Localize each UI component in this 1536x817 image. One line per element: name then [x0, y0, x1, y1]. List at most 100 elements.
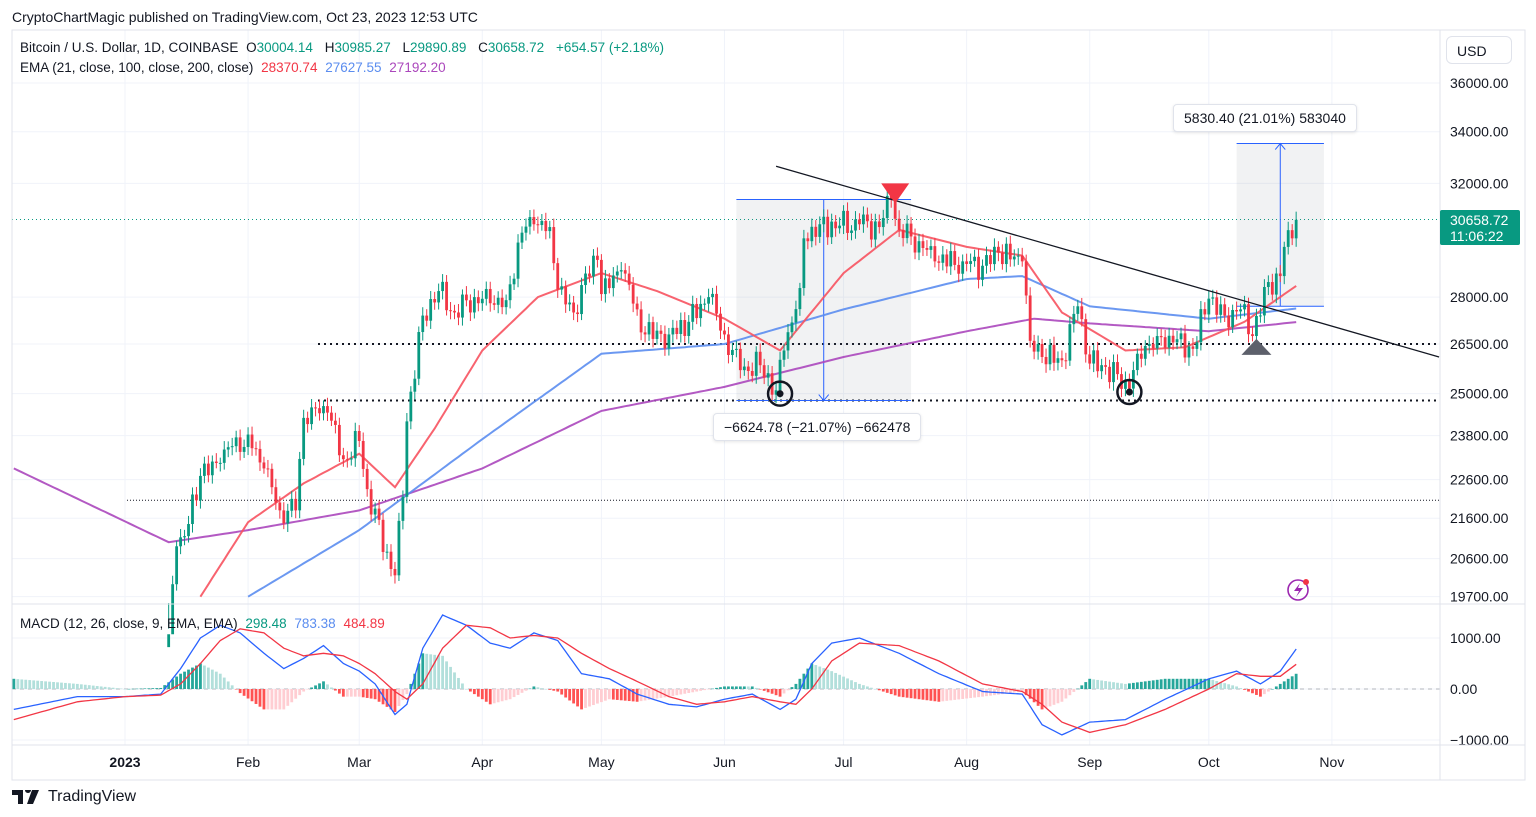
- ohlc-low: L29890.89: [403, 40, 471, 55]
- macd-histogram-bar: [266, 689, 270, 710]
- macd-histogram-bar: [945, 689, 949, 701]
- annotations[interactable]: [766, 165, 1440, 407]
- macd-histogram-bar: [719, 687, 722, 689]
- arrow-up-icon[interactable]: [1241, 338, 1272, 355]
- macd-histogram-bar: [885, 689, 889, 693]
- candle-down: [1270, 282, 1274, 295]
- macd-histogram-bar: [91, 685, 95, 689]
- measure-drop-label[interactable]: −6624.78 (−21.07%) −662478: [713, 413, 922, 441]
- macd-histogram-bar: [99, 686, 103, 689]
- candle-down: [1128, 379, 1131, 389]
- circle-marker-icon[interactable]: [1116, 378, 1143, 406]
- candle-up: [298, 458, 302, 511]
- candle-up: [405, 421, 409, 497]
- macd-histogram-bar: [758, 689, 762, 690]
- measure-rise-label[interactable]: 5830.40 (21.01%) 583040: [1173, 104, 1357, 132]
- candle-up: [742, 366, 746, 371]
- candle-up: [1167, 335, 1171, 348]
- macd-histogram-bar: [961, 689, 965, 699]
- candle-up: [401, 496, 405, 521]
- macd-histogram-bar: [1282, 681, 1286, 689]
- candle-down: [1290, 230, 1294, 239]
- candle-up: [191, 494, 194, 525]
- high-value: 30985.27: [334, 40, 391, 55]
- candle-up: [199, 475, 202, 501]
- candle-up: [885, 195, 889, 218]
- macd-histogram-bar: [465, 689, 468, 690]
- time-tick-label: Oct: [1198, 754, 1220, 770]
- macd-histogram-bar: [449, 666, 452, 689]
- macd-histogram-bar: [949, 689, 953, 701]
- macd-histogram-bar: [1032, 689, 1036, 703]
- candle-down: [675, 327, 679, 334]
- time-tick-label: Feb: [236, 754, 260, 770]
- candle-up: [611, 275, 615, 289]
- macd-histogram-bar: [881, 689, 885, 692]
- macd-histogram-bar: [484, 689, 488, 702]
- macd-histogram-bar: [437, 655, 441, 689]
- macd-tick-label: −1000.00: [1450, 732, 1509, 748]
- candle-down: [536, 224, 540, 226]
- macd-pane: [12, 614, 1440, 736]
- macd-histogram-bar: [969, 689, 973, 699]
- candle-up: [731, 349, 734, 356]
- candle-up: [786, 332, 790, 351]
- ema-legend[interactable]: EMA (21, close, 100, close, 200, close) …: [20, 60, 450, 75]
- macd-histogram-bar: [1171, 678, 1175, 689]
- macd-legend[interactable]: MACD (12, 26, close, 9, EMA, EMA) 298.48…: [20, 616, 389, 631]
- macd-histogram-bar: [560, 689, 564, 695]
- macd-histogram-bar: [143, 688, 147, 689]
- candle-down: [306, 417, 310, 425]
- candle-down: [1278, 273, 1282, 277]
- tradingview-logo[interactable]: TradingView: [12, 788, 136, 806]
- macd-histogram-bar: [1247, 689, 1250, 692]
- candle-down: [623, 270, 627, 274]
- macd-histogram-bar: [834, 672, 838, 689]
- macd-histogram-bar: [107, 687, 111, 689]
- macd-histogram-bar: [254, 689, 258, 704]
- macd-histogram-bar: [611, 689, 615, 700]
- macd-histogram-bar: [921, 689, 925, 700]
- macd-histogram-bar: [103, 686, 107, 689]
- candle-down: [334, 420, 337, 425]
- macd-histogram-bar: [865, 686, 869, 689]
- circle-marker-icon[interactable]: [766, 380, 794, 407]
- candle-up: [1175, 339, 1179, 343]
- candle-down: [965, 261, 969, 264]
- candle-up: [560, 286, 564, 290]
- macd-histogram-bar: [52, 681, 55, 689]
- trendline[interactable]: [775, 165, 1440, 358]
- candle-down: [643, 332, 647, 335]
- macd-histogram-bar: [588, 689, 591, 707]
- macd-histogram-bar: [1243, 689, 1246, 690]
- ema200-line: [13, 317, 1297, 544]
- time-tick-label: Apr: [471, 754, 493, 770]
- candle-up: [230, 446, 234, 448]
- macd-histogram-bar: [869, 687, 873, 689]
- macd-histogram-bar: [461, 683, 464, 689]
- candle-up: [810, 226, 814, 242]
- candle-down: [238, 437, 242, 452]
- candle-up: [1207, 298, 1211, 315]
- symbol-legend[interactable]: Bitcoin / U.S. Dollar, 1D, COINBASE O300…: [20, 40, 668, 55]
- macd-histogram-bar: [278, 689, 282, 710]
- candle-down: [758, 351, 762, 366]
- currency-selector[interactable]: USD: [1446, 36, 1512, 64]
- candle-down: [957, 264, 961, 274]
- macd-histogram-bar: [623, 689, 627, 701]
- candle-down: [1040, 343, 1044, 357]
- lightning-icon[interactable]: [1287, 579, 1309, 601]
- time-tick-label: Sep: [1077, 754, 1102, 770]
- macd-histogram-bar: [1020, 689, 1024, 692]
- macd-histogram-bar: [341, 689, 345, 697]
- published-info: CryptoChartMagic published on TradingVie…: [12, 9, 478, 25]
- macd-histogram-bar: [115, 688, 119, 689]
- candle-up: [949, 251, 953, 267]
- candle-down: [933, 246, 937, 262]
- arrow-down-icon[interactable]: [881, 183, 910, 204]
- candle-up: [429, 299, 433, 321]
- candle-down: [576, 312, 579, 315]
- candle-up: [1243, 304, 1246, 310]
- time-tick-label: Mar: [347, 754, 371, 770]
